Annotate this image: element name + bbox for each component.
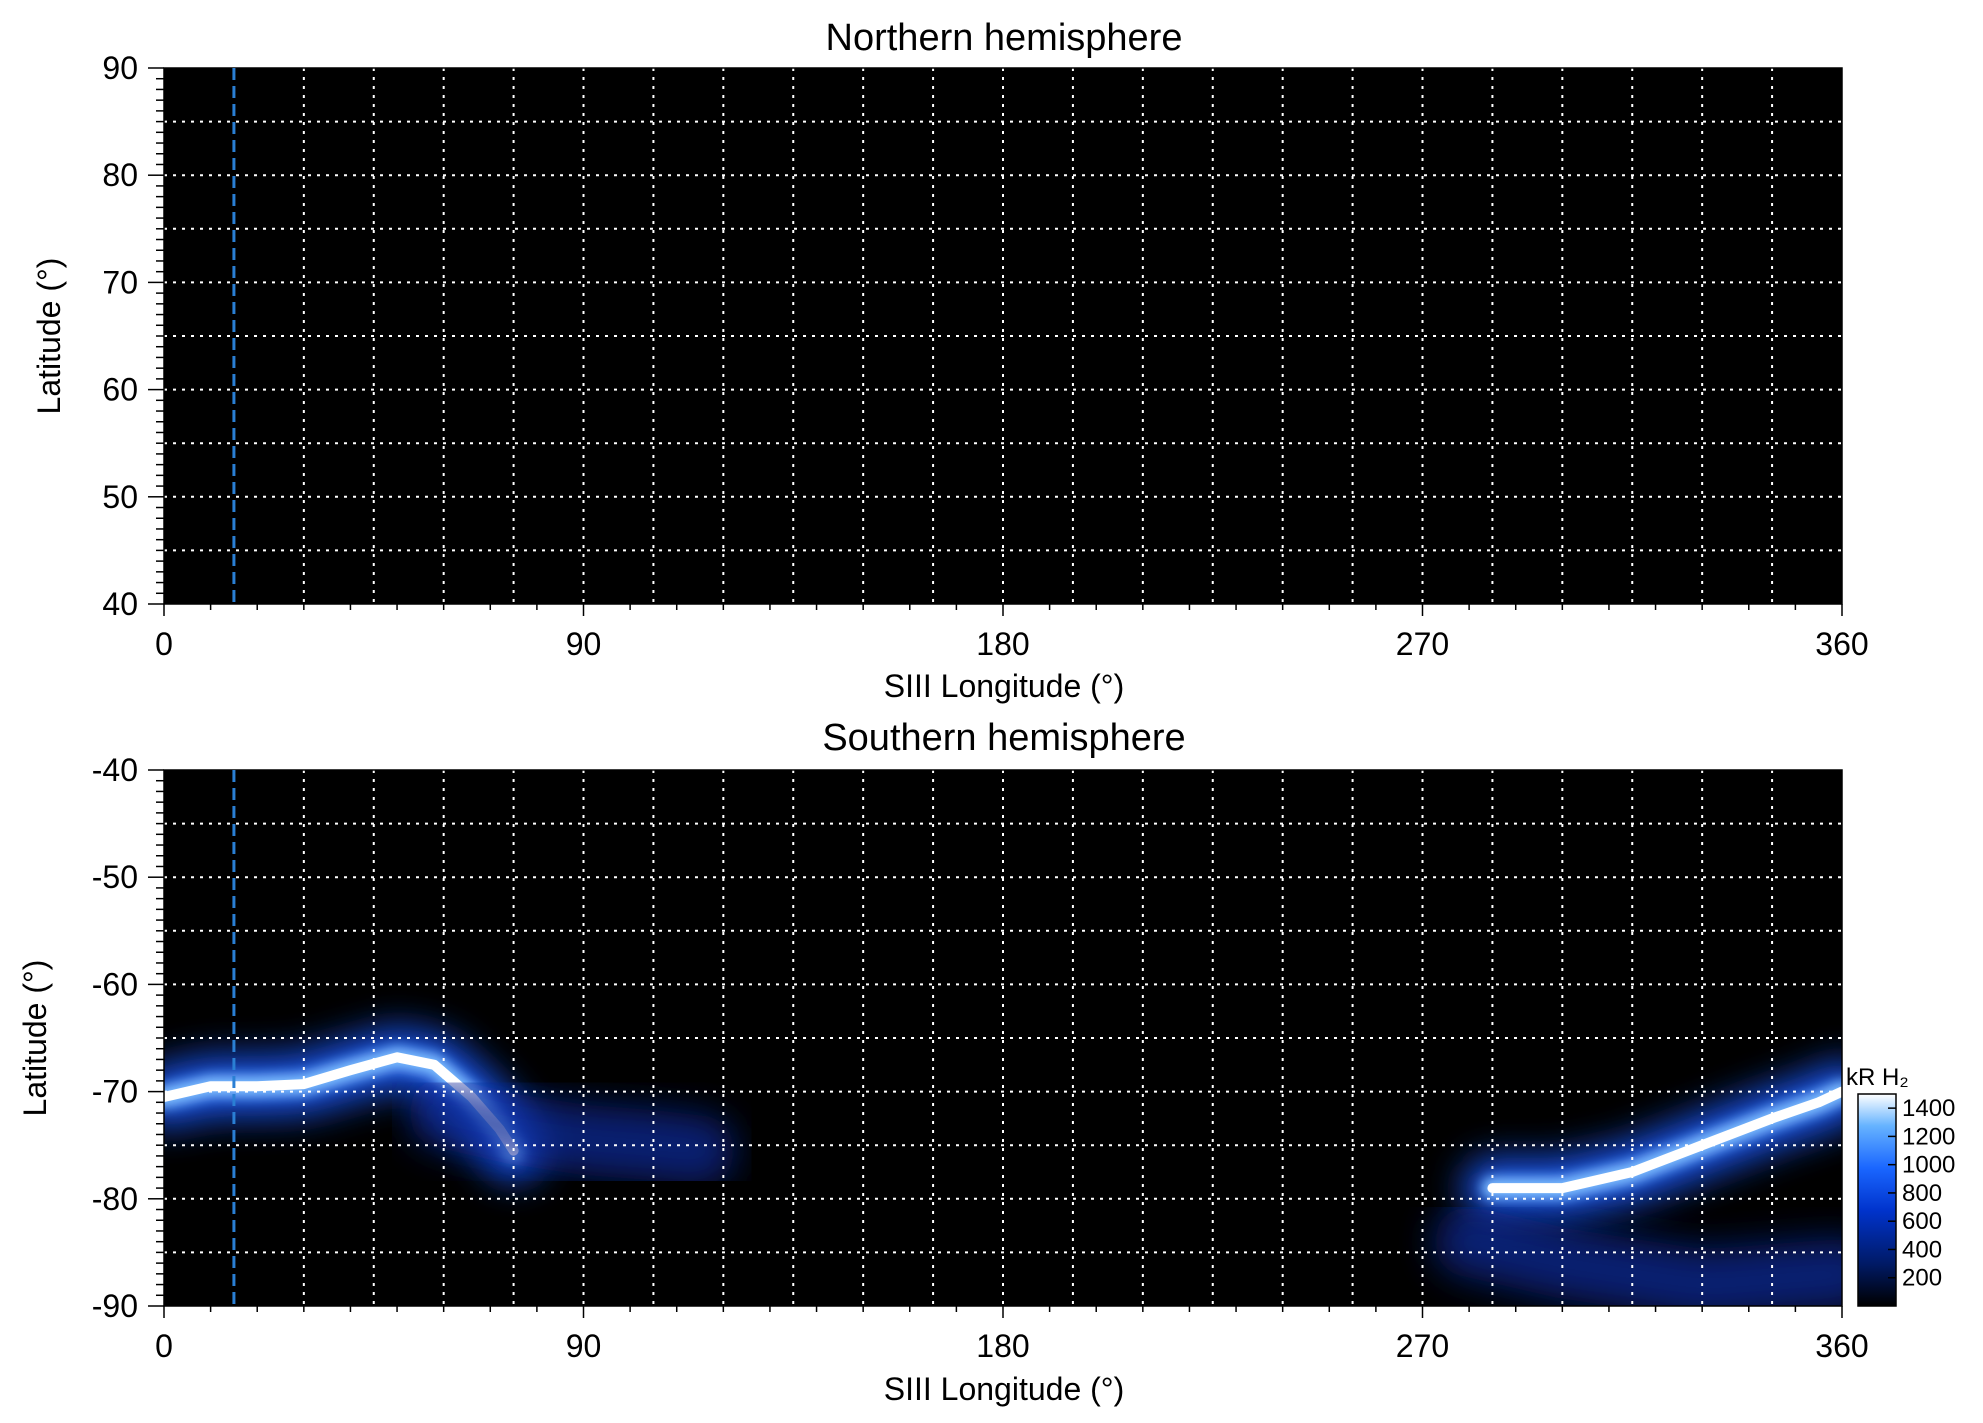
colorbar-tick-label: 400	[1902, 1236, 1942, 1263]
y-tick-label: -40	[92, 752, 138, 788]
y-tick-label: 70	[102, 264, 138, 300]
panel-south: Southern hemisphere -90 -80 -70 -60 -50 -40 0…	[17, 717, 1869, 1407]
chart-title-north: Northern hemisphere	[826, 17, 1183, 59]
y-tick-label: 50	[102, 479, 138, 515]
y-tick-label: 60	[102, 372, 138, 408]
y-tick-label: -50	[92, 859, 138, 895]
x-tick-label: 360	[1815, 1328, 1868, 1364]
colorbar-tick-label: 600	[1902, 1208, 1942, 1235]
y-axis-south: -90 -80 -70 -60 -50 -40	[92, 752, 164, 1324]
y-axis-north: 40 50 60 70 80 90	[102, 50, 164, 622]
colorbar-tick-label: 1400	[1902, 1095, 1955, 1122]
y-tick-label: -90	[92, 1288, 138, 1324]
y-tick-label: 90	[102, 50, 138, 86]
x-axis-label-south: SIII Longitude (°)	[884, 1371, 1124, 1407]
colorbar-tick-label: 800	[1902, 1180, 1942, 1207]
colorbar-tick-label: 1000	[1902, 1152, 1955, 1179]
x-axis-label-north: SIII Longitude (°)	[884, 668, 1124, 704]
x-tick-label: 0	[155, 626, 173, 662]
y-tick-label: 40	[102, 586, 138, 622]
colorbar-label: kR H₂	[1846, 1064, 1909, 1091]
y-tick-label: 80	[102, 157, 138, 193]
y-axis-label-south: Latitude (°)	[17, 960, 53, 1117]
emission-core-main-oval-east	[1487, 1086, 1842, 1194]
x-axis-north: 0 90 180 270 360	[155, 604, 1869, 662]
y-tick-label: -60	[92, 966, 138, 1002]
x-tick-label: 180	[976, 1328, 1029, 1364]
y-tick-label: -80	[92, 1181, 138, 1217]
y-tick-label: -70	[92, 1074, 138, 1110]
x-axis-south: 0 90 180 270 360	[155, 1306, 1869, 1364]
x-tick-label: 90	[566, 1328, 602, 1364]
y-axis-label-north: Latitude (°)	[31, 258, 67, 415]
colorbar-gradient	[1857, 1093, 1897, 1307]
colorbar-tick-label: 200	[1902, 1265, 1942, 1292]
colorbar-tick-label: 1200	[1902, 1123, 1955, 1150]
x-tick-label: 360	[1815, 626, 1868, 662]
grid-south	[163, 769, 1843, 1307]
chart-title-south: Southern hemisphere	[822, 717, 1185, 759]
x-tick-label: 90	[566, 626, 602, 662]
emission-glow-polar-diffuse	[1434, 1206, 1842, 1306]
x-tick-label: 0	[155, 1328, 173, 1364]
x-tick-label: 270	[1396, 626, 1449, 662]
x-tick-label: 180	[976, 626, 1029, 662]
x-tick-label: 270	[1396, 1328, 1449, 1364]
panel-north: Northern hemisphere 40 50 60 70 80 90 0 90 180 2…	[31, 17, 1869, 704]
